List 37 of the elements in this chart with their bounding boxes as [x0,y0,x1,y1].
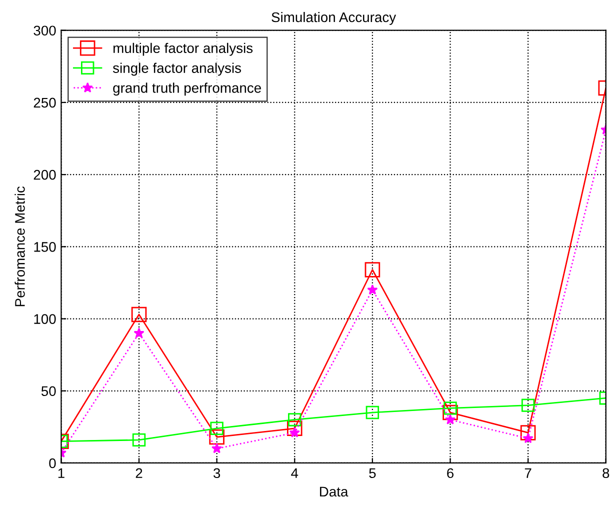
point [520,425,536,440]
point [364,262,380,278]
legend-label: multiple factor analysis [114,42,253,56]
point [132,433,146,447]
x-tick-label: 6 [447,468,454,478]
y-tick-label: 250 [34,98,56,108]
x-tick-label: 7 [524,468,532,478]
y-tick-label: 200 [34,170,56,180]
y-axis-title: Perfromance Metric [14,186,25,306]
point [212,443,222,454]
chart-title: Simulation Accuracy [272,12,396,25]
x-tick-label: 4 [291,468,298,478]
point [442,404,458,420]
point [444,414,456,424]
y-tick-label: 0 [49,458,56,468]
point [288,413,302,426]
x-axis-title: Data [320,486,348,497]
point [367,284,378,295]
legend-label: single factor analysis [112,62,242,76]
x-tick-label: 3 [213,468,220,478]
x-tick-label: 2 [136,468,142,478]
y-tick-label: 150 [34,242,56,252]
point [366,406,380,420]
point [209,429,224,445]
point [286,420,302,436]
legend-label: grand truth perfromance [113,82,261,96]
y-tick-label: 100 [34,314,56,324]
y-tick-label: 300 [34,26,56,36]
x-tick-label: 1 [58,468,64,478]
point [134,328,144,338]
point [131,306,147,322]
x-tick-label: 5 [369,468,376,478]
x-tick-label: 8 [602,468,610,478]
y-tick-label: 50 [41,386,56,396]
point [521,398,535,412]
point [444,402,457,415]
point [210,422,224,435]
